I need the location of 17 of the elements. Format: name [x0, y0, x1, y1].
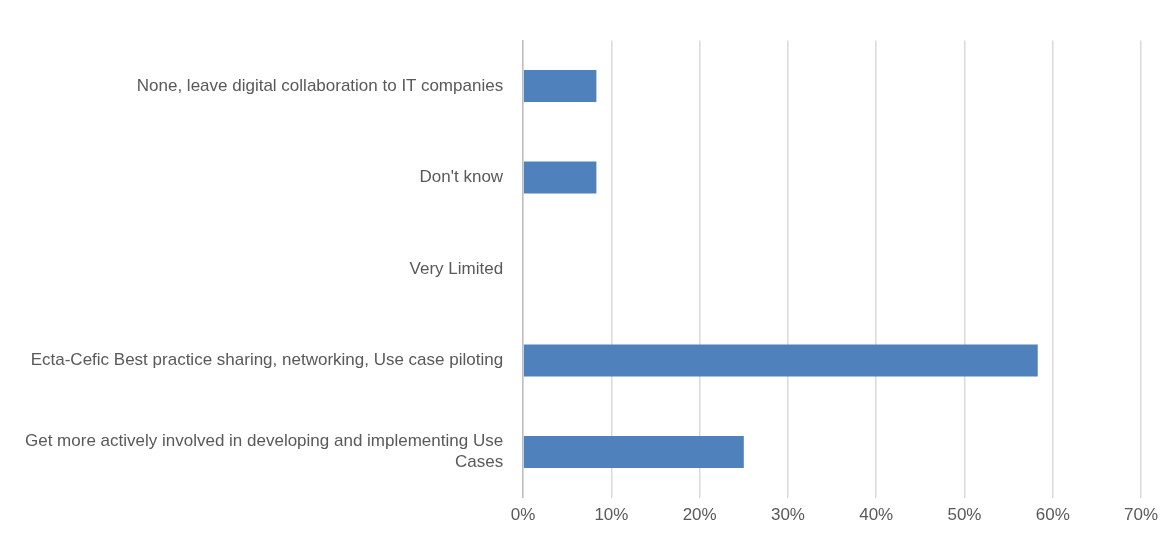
x-tick-label: 20%: [682, 505, 717, 525]
x-tick-label: 40%: [859, 505, 894, 525]
x-tick-label: 50%: [947, 505, 982, 525]
y-tick-label: Very Limited: [409, 258, 504, 278]
bar: [523, 161, 597, 194]
x-tick-label: 30%: [770, 505, 805, 525]
y-tick-label: None, leave digital collaboration to IT companies: [136, 75, 504, 95]
bar: [523, 435, 744, 468]
x-tick-label: 0%: [510, 505, 536, 525]
bar: [523, 70, 597, 103]
x-tick-label: 70%: [1123, 505, 1159, 525]
y-tick-label: Ecta-Cefic Best practice sharing, networking, Use case piloting: [30, 350, 504, 370]
y-tick-label: Get more actively involved in developing and implementing Use Cases: [24, 431, 504, 471]
x-tick-label: 60%: [1035, 505, 1070, 525]
bar: [523, 344, 1038, 377]
y-tick-label: Don't know: [419, 167, 504, 187]
x-tick-label: 10%: [594, 505, 629, 525]
